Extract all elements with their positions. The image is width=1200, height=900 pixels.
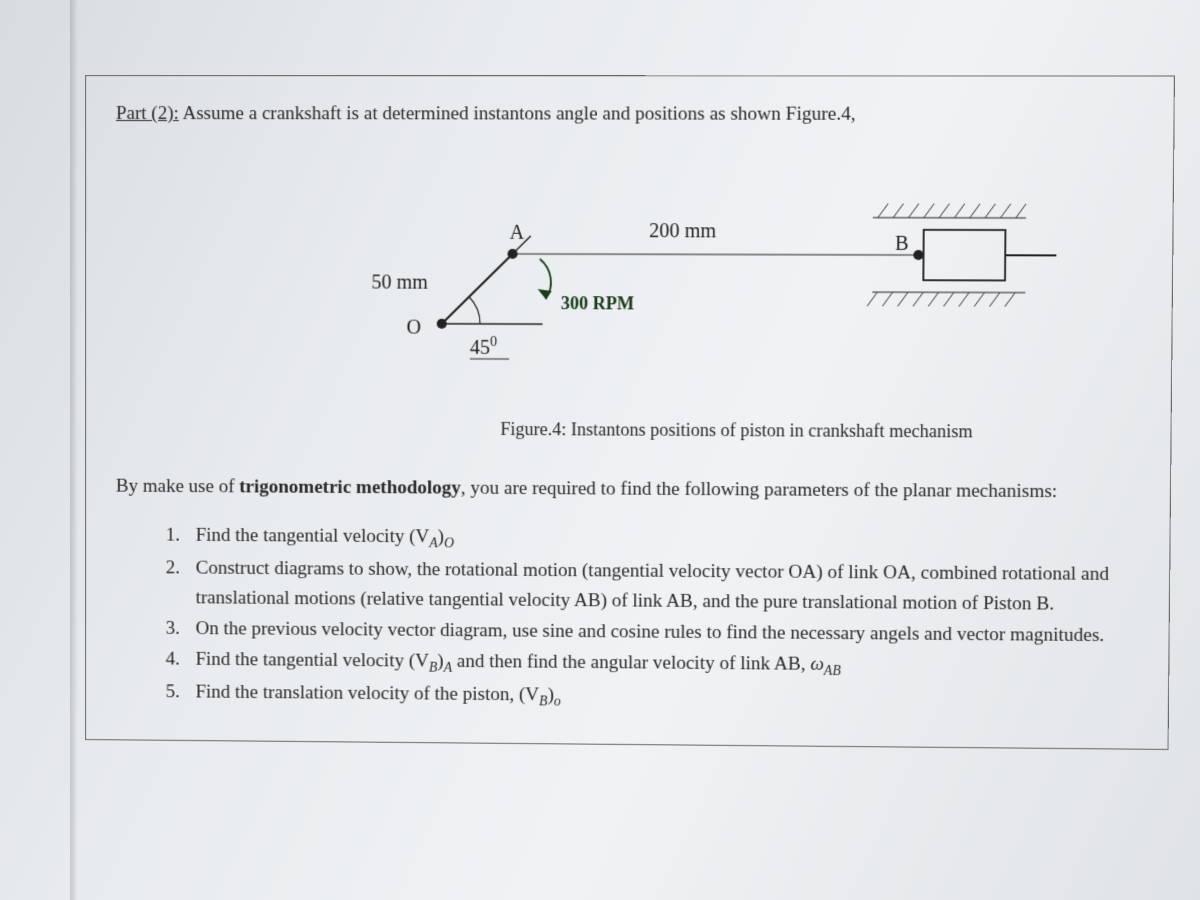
piston-block (923, 229, 1005, 280)
joint-B (913, 250, 923, 260)
question-1: 1. Find the tangential velocity (VA)O (166, 521, 1139, 558)
label-rpm: 300 RPM (561, 293, 634, 313)
part-text: Assume a crankshaft is at determined ins… (179, 103, 856, 125)
label-angle: 450 (470, 334, 497, 358)
link-AB (513, 253, 919, 254)
label-A: A (510, 221, 525, 243)
instruction-text: By make use of trigonometric methodology… (116, 472, 1139, 506)
label-O: O (407, 316, 422, 338)
figure-caption: Figure.4: Instantons positions of piston… (336, 418, 1140, 443)
question-5: 5. Find the translation velocity of the … (166, 678, 1138, 717)
part-label: Part (2): (116, 103, 179, 124)
angle-arc (469, 296, 480, 323)
part-header: Part (2): Assume a crankshaft is at dete… (116, 101, 1143, 129)
label-B: B (895, 232, 909, 254)
label-200mm: 200 mm (649, 220, 717, 242)
slider-guide-top (873, 203, 1026, 217)
question-3: 3. On the previous velocity vector diagr… (166, 614, 1138, 651)
diagram-svg: O A B 50 mm 200 mm 300 RPM 450 (256, 158, 1119, 402)
question-list: 1. Find the tangential velocity (VA)O 2.… (166, 521, 1139, 717)
label-50mm: 50 mm (371, 271, 428, 293)
slider-guide-bottom (867, 292, 1025, 307)
mechanism-diagram: O A B 50 mm 200 mm 300 RPM 450 (116, 158, 1142, 402)
joint-O (437, 318, 447, 328)
problem-box: Part (2): Assume a crankshaft is at dete… (85, 75, 1175, 750)
joint-A (508, 248, 518, 258)
question-2: 2. Construct diagrams to show, the rotat… (166, 554, 1139, 620)
link-OA (442, 253, 513, 323)
